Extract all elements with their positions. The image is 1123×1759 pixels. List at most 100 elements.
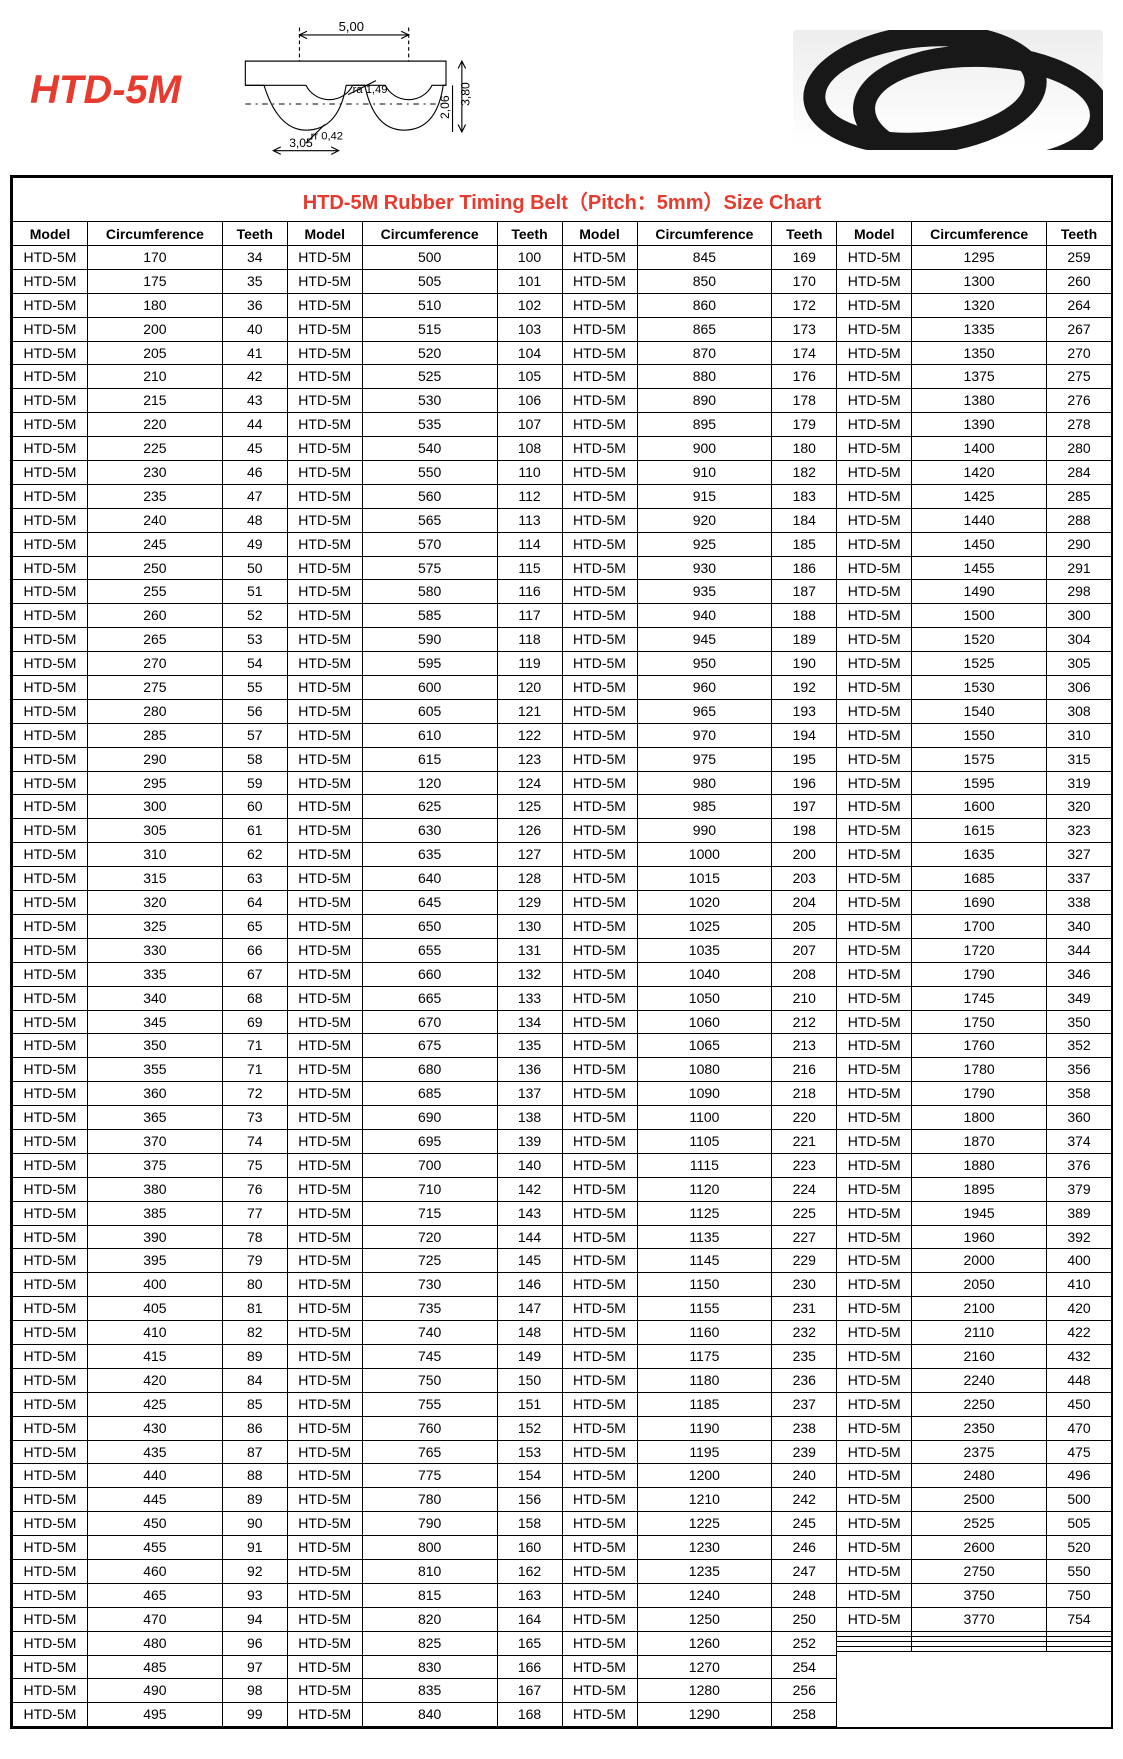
cell-model: HTD-5M bbox=[563, 532, 638, 556]
cell-teeth: 178 bbox=[772, 389, 837, 413]
cell-circumference: 1100 bbox=[637, 1106, 772, 1130]
table-row: HTD-5M22545 bbox=[13, 437, 287, 461]
cell-teeth: 259 bbox=[1047, 246, 1112, 270]
cell-model: HTD-5M bbox=[837, 532, 912, 556]
cell-model: HTD-5M bbox=[288, 1297, 363, 1321]
cell-model: HTD-5M bbox=[13, 604, 88, 628]
cell-teeth: 130 bbox=[497, 914, 562, 938]
table-row: HTD-5M710142 bbox=[288, 1177, 562, 1201]
cell-model: HTD-5M bbox=[288, 1010, 363, 1034]
cell-teeth: 179 bbox=[772, 413, 837, 437]
cell-circumference: 540 bbox=[362, 437, 497, 461]
table-row: HTD-5M34068 bbox=[13, 986, 287, 1010]
cell-model: HTD-5M bbox=[288, 532, 363, 556]
cell-teeth: 110 bbox=[497, 461, 562, 485]
cell-teeth: 101 bbox=[497, 269, 562, 293]
cell-circumference: 2000 bbox=[912, 1249, 1047, 1273]
dim-tooth-width: 3,05 bbox=[289, 136, 313, 150]
table-row: HTD-5M1800360 bbox=[837, 1106, 1111, 1130]
cell-circumference: 1195 bbox=[637, 1440, 772, 1464]
cell-teeth: 432 bbox=[1047, 1344, 1112, 1368]
cell-teeth: 129 bbox=[497, 891, 562, 915]
cell-circumference: 2160 bbox=[912, 1344, 1047, 1368]
cell-circumference: 355 bbox=[88, 1058, 223, 1082]
cell-circumference: 1490 bbox=[912, 580, 1047, 604]
table-row: HTD-5M860172 bbox=[563, 293, 837, 317]
cell-teeth: 319 bbox=[1047, 771, 1112, 795]
cell-teeth: 379 bbox=[1047, 1177, 1112, 1201]
table-row: HTD-5M910182 bbox=[563, 461, 837, 485]
cell-teeth: 356 bbox=[1047, 1058, 1112, 1082]
cell-teeth: 97 bbox=[222, 1655, 287, 1679]
cell-model: HTD-5M bbox=[288, 699, 363, 723]
cell-circumference: 230 bbox=[88, 461, 223, 485]
cell-circumference: 1550 bbox=[912, 723, 1047, 747]
cell-teeth: 220 bbox=[772, 1106, 837, 1130]
col-model: Model bbox=[837, 222, 912, 246]
table-row: HTD-5M31062 bbox=[13, 843, 287, 867]
size-table: ModelCircumferenceTeethHTD-5M845169HTD-5… bbox=[563, 222, 837, 1727]
table-row: HTD-5M1880376 bbox=[837, 1153, 1111, 1177]
cell-teeth: 57 bbox=[222, 723, 287, 747]
cell-circumference: 565 bbox=[362, 508, 497, 532]
cell-circumference: 980 bbox=[637, 771, 772, 795]
cell-model: HTD-5M bbox=[837, 867, 912, 891]
cell-teeth: 475 bbox=[1047, 1440, 1112, 1464]
cell-model: HTD-5M bbox=[13, 1225, 88, 1249]
cell-teeth: 35 bbox=[222, 269, 287, 293]
table-row: HTD-5M20040 bbox=[13, 317, 287, 341]
cell-teeth: 216 bbox=[772, 1058, 837, 1082]
cell-circumference: 670 bbox=[362, 1010, 497, 1034]
cell-model: HTD-5M bbox=[13, 795, 88, 819]
cell-circumference: 610 bbox=[362, 723, 497, 747]
table-row: HTD-5M1270254 bbox=[563, 1655, 837, 1679]
cell-model: HTD-5M bbox=[13, 580, 88, 604]
cell-teeth: 56 bbox=[222, 699, 287, 723]
cell-circumference: 1780 bbox=[912, 1058, 1047, 1082]
cell-model: HTD-5M bbox=[13, 1559, 88, 1583]
cell-circumference: 800 bbox=[362, 1536, 497, 1560]
cell-teeth: 258 bbox=[772, 1703, 837, 1727]
cell-circumference: 1150 bbox=[637, 1273, 772, 1297]
cell-circumference: 1320 bbox=[912, 293, 1047, 317]
table-row: HTD-5M31563 bbox=[13, 867, 287, 891]
cell-circumference: 945 bbox=[637, 628, 772, 652]
cell-teeth: 134 bbox=[497, 1010, 562, 1034]
cell-circumference: 1050 bbox=[637, 986, 772, 1010]
cell-circumference: 1750 bbox=[912, 1010, 1047, 1034]
cell-teeth: 90 bbox=[222, 1512, 287, 1536]
cell-teeth: 164 bbox=[497, 1607, 562, 1631]
cell-model: HTD-5M bbox=[13, 1106, 88, 1130]
cell-circumference: 2050 bbox=[912, 1273, 1047, 1297]
col-model: Model bbox=[13, 222, 88, 246]
cell-model: HTD-5M bbox=[13, 771, 88, 795]
cell-circumference: 535 bbox=[362, 413, 497, 437]
cell-teeth: 75 bbox=[222, 1153, 287, 1177]
table-row: HTD-5M36573 bbox=[13, 1106, 287, 1130]
cell-circumference: 730 bbox=[362, 1273, 497, 1297]
cell-circumference: 1105 bbox=[637, 1129, 772, 1153]
cell-model: HTD-5M bbox=[288, 1153, 363, 1177]
cell-circumference: 1945 bbox=[912, 1201, 1047, 1225]
table-row: HTD-5M900180 bbox=[563, 437, 837, 461]
cell-circumference: 585 bbox=[362, 604, 497, 628]
cell-circumference: 380 bbox=[88, 1177, 223, 1201]
cell-teeth: 137 bbox=[497, 1082, 562, 1106]
cell-model: HTD-5M bbox=[563, 1297, 638, 1321]
cell-circumference: 235 bbox=[88, 484, 223, 508]
table-row: HTD-5M895179 bbox=[563, 413, 837, 437]
cell-circumference: 960 bbox=[637, 676, 772, 700]
col-circumference: Circumference bbox=[88, 222, 223, 246]
cell-model: HTD-5M bbox=[837, 652, 912, 676]
cell-circumference: 210 bbox=[88, 365, 223, 389]
cell-model: HTD-5M bbox=[837, 1034, 912, 1058]
cell-teeth: 275 bbox=[1047, 365, 1112, 389]
table-row: HTD-5M1145229 bbox=[563, 1249, 837, 1273]
dim-rr: rr 0,42 bbox=[311, 130, 343, 142]
cell-model: HTD-5M bbox=[288, 1249, 363, 1273]
table-row: HTD-5M550110 bbox=[288, 461, 562, 485]
table-row: HTD-5M945189 bbox=[563, 628, 837, 652]
cell-teeth: 352 bbox=[1047, 1034, 1112, 1058]
cell-model: HTD-5M bbox=[288, 962, 363, 986]
cell-circumference: 720 bbox=[362, 1225, 497, 1249]
